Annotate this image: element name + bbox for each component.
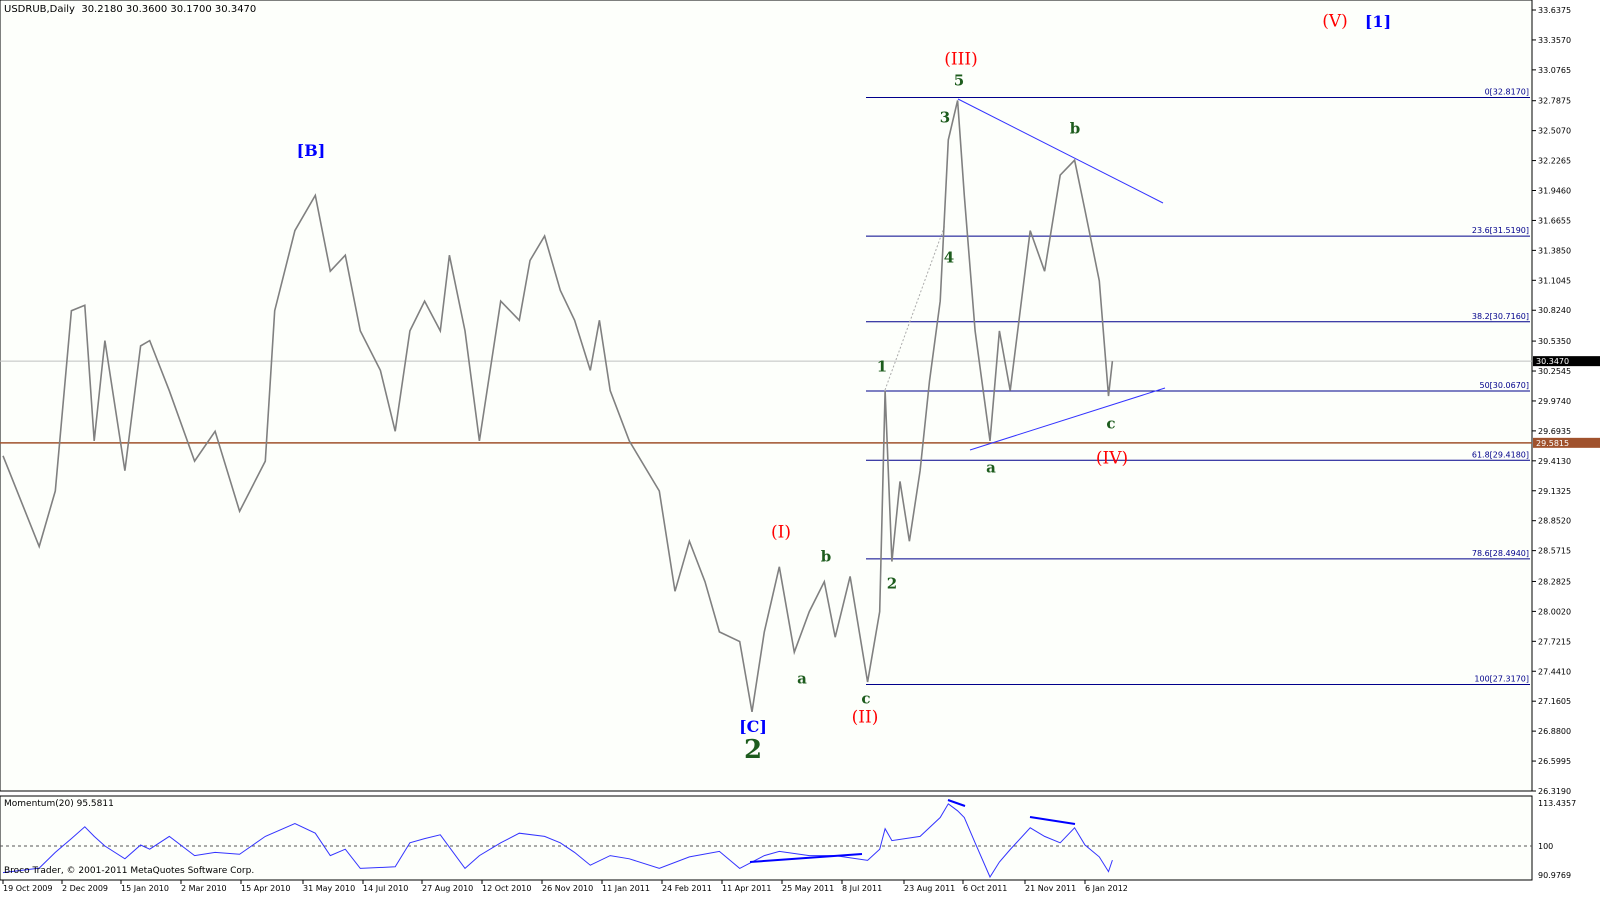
wave-label: b — [1069, 119, 1081, 138]
momentum-tick-label: 100 — [1538, 842, 1553, 851]
wave-label: [C] — [739, 717, 767, 736]
y-tick-label: 30.2545 — [1538, 367, 1571, 376]
x-tick-label: 8 Jul 2011 — [842, 884, 882, 893]
wave-label: (III) — [944, 49, 978, 70]
wave-label: c — [861, 689, 871, 708]
fib-level-label: 78.6[28.4940] — [1472, 549, 1529, 558]
x-tick-label: 15 Apr 2010 — [241, 884, 290, 893]
price-series — [2, 100, 1114, 713]
momentum-divergence-line — [947, 799, 966, 807]
momentum-pane — [0, 795, 1533, 881]
fib-level-label: 0[32.8170] — [1485, 88, 1529, 97]
x-tick-label: 11 Apr 2011 — [722, 884, 771, 893]
copyright: Broco Trader, © 2001-2011 MetaQuotes Sof… — [4, 866, 255, 876]
y-tick-label: 30.8240 — [1538, 306, 1571, 315]
fib-level-label: 61.8[29.4180] — [1472, 450, 1529, 459]
y-tick-label: 29.4130 — [1538, 457, 1571, 466]
dotted-line — [884, 224, 946, 391]
wave-label: [B] — [296, 141, 326, 160]
y-tick-label: 32.7875 — [1538, 97, 1571, 106]
y-tick-label: 31.9460 — [1538, 187, 1571, 196]
y-tick-label: 31.6655 — [1538, 216, 1571, 225]
y-tick-label: 26.5995 — [1538, 757, 1571, 766]
fib-level-label: 50[30.0670] — [1479, 381, 1529, 390]
main-pane — [0, 0, 1533, 792]
x-tick-label: 27 Aug 2010 — [422, 884, 473, 893]
wave-label: 2 — [743, 735, 763, 765]
y-tick-label: 26.8800 — [1538, 727, 1571, 736]
wave-label: c — [1106, 414, 1116, 433]
x-tick-label: 21 Nov 2011 — [1025, 884, 1076, 893]
y-tick-label: 26.3190 — [1538, 787, 1571, 796]
y-tick-label: 31.1045 — [1538, 276, 1571, 285]
y-tick-label: 31.3850 — [1538, 246, 1571, 255]
y-tick-label: 33.6375 — [1538, 6, 1571, 15]
y-tick-label: 28.8520 — [1538, 517, 1571, 526]
y-tick-label: 29.6935 — [1538, 427, 1571, 436]
chart-title: USDRUB,Daily 30.2180 30.3600 30.1700 30.… — [4, 4, 257, 15]
wave-label: a — [986, 458, 996, 477]
momentum-series — [2, 803, 1113, 879]
x-tick-label: 6 Jan 2012 — [1085, 884, 1128, 893]
momentum-tick-label: 90.9769 — [1538, 871, 1571, 880]
trendline-lower — [969, 387, 1166, 451]
y-tick-label: 29.1325 — [1538, 487, 1571, 496]
x-tick-label: 11 Jan 2011 — [602, 884, 650, 893]
x-tick-label: 14 Jul 2010 — [363, 884, 408, 893]
y-tick-label: 27.1605 — [1538, 697, 1571, 706]
y-tick-label: 27.7215 — [1538, 637, 1571, 646]
x-tick-label: 6 Oct 2011 — [963, 884, 1007, 893]
y-tick-label: 29.9740 — [1538, 397, 1571, 406]
y-tick-label: 32.2265 — [1538, 157, 1571, 166]
momentum-tick-label: 113.4357 — [1538, 799, 1576, 808]
y-tick-label: 28.5715 — [1538, 547, 1571, 556]
x-tick-label: 2 Mar 2010 — [181, 884, 227, 893]
support-price-label: 29.5815 — [1536, 439, 1569, 448]
x-tick-label: 12 Oct 2010 — [482, 884, 531, 893]
fib-level-label: 38.2[30.7160] — [1472, 312, 1529, 321]
x-tick-label: 31 May 2010 — [303, 884, 355, 893]
current-price-tag — [1533, 356, 1600, 367]
wave-label: a — [797, 669, 807, 688]
wave-label: 4 — [943, 248, 955, 267]
y-tick-label: 30.5350 — [1538, 337, 1571, 346]
fib-level-label: 23.6[31.5190] — [1472, 226, 1529, 235]
trendline-upper — [957, 98, 1164, 204]
momentum-divergence-line — [749, 853, 863, 863]
x-tick-label: 26 Nov 2010 — [542, 884, 593, 893]
wave-label: [1] — [1364, 12, 1392, 31]
current-price-label: 30.3470 — [1536, 357, 1569, 366]
wave-label: 1 — [876, 357, 888, 376]
x-tick-label: 25 May 2011 — [782, 884, 834, 893]
wave-label: (II) — [851, 707, 879, 728]
wave-label: 5 — [953, 71, 965, 90]
y-tick-label: 28.2825 — [1538, 577, 1571, 586]
support-price-tag — [1533, 437, 1600, 448]
x-tick-label: 15 Jan 2010 — [121, 884, 169, 893]
fib-level-label: 100[27.3170] — [1474, 674, 1529, 683]
x-tick-label: 23 Aug 2011 — [904, 884, 955, 893]
momentum-divergence-line — [1029, 816, 1076, 825]
wave-label: (I) — [771, 522, 791, 543]
wave-label: b — [820, 547, 832, 566]
x-tick-label: 19 Oct 2009 — [3, 884, 52, 893]
y-tick-label: 33.3570 — [1538, 36, 1571, 45]
momentum-label: Momentum(20) 95.5811 — [4, 799, 114, 809]
wave-label: (IV) — [1095, 448, 1129, 469]
x-tick-label: 24 Feb 2011 — [662, 884, 712, 893]
x-tick-label: 2 Dec 2009 — [62, 884, 108, 893]
y-tick-label: 32.5070 — [1538, 127, 1571, 136]
y-tick-label: 28.0020 — [1538, 607, 1571, 616]
wave-label: 2 — [886, 574, 898, 593]
wave-label: 3 — [939, 108, 951, 127]
y-tick-label: 33.0765 — [1538, 66, 1571, 75]
wave-label: (V) — [1322, 11, 1348, 32]
y-tick-label: 27.4410 — [1538, 667, 1571, 676]
